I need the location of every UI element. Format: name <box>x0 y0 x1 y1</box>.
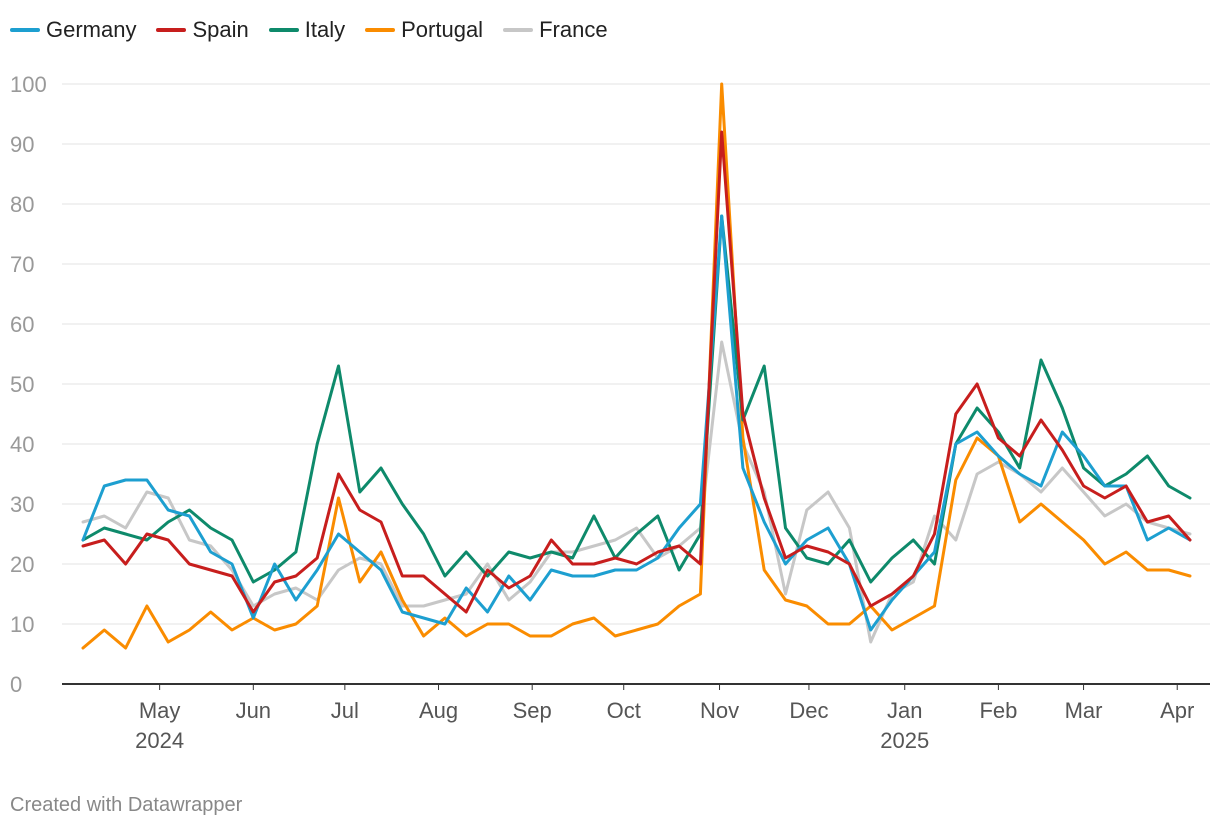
series-line-germany <box>81 214 1192 632</box>
y-tick-label: 0 <box>10 672 22 697</box>
legend-item-portugal: Portugal <box>365 17 483 43</box>
legend-label: Spain <box>192 17 249 42</box>
y-tick-label: 100 <box>10 72 47 97</box>
y-axis-ticks: 0 10 20 30 40 50 60 70 80 90 100 <box>10 72 47 697</box>
series-line-spain <box>81 130 1192 614</box>
x-tick-label: Jul <box>331 698 359 723</box>
legend-swatch <box>365 28 396 32</box>
y-tick-label: 10 <box>10 612 34 637</box>
y-tick-label: 70 <box>10 252 34 277</box>
legend-swatch <box>156 28 187 32</box>
legend-label: Portugal <box>401 17 484 42</box>
x-tick-label: May <box>139 698 181 723</box>
legend-swatch <box>10 28 40 32</box>
y-tick-label: 40 <box>10 432 34 457</box>
series-lines <box>81 82 1192 650</box>
x-tick-year-label: 2024 <box>135 728 184 753</box>
legend-swatch <box>503 28 534 32</box>
series-line-portugal <box>81 82 1192 650</box>
x-tick-label: Mar <box>1065 698 1103 723</box>
legend-label: Italy <box>304 17 346 42</box>
x-tick-label: Dec <box>789 698 828 723</box>
footer-credit: Created with Datawrapper <box>10 794 243 816</box>
y-tick-label: 50 <box>10 372 34 397</box>
legend: Germany Spain Italy Portugal France <box>10 14 628 46</box>
y-tick-label: 60 <box>10 312 34 337</box>
legend-item-spain: Spain <box>156 17 249 43</box>
legend-label: Germany <box>46 17 137 42</box>
series-line-france <box>81 340 1192 644</box>
legend-label: France <box>539 17 608 42</box>
legend-swatch <box>268 28 299 32</box>
legend-item-italy: Italy <box>268 17 346 43</box>
legend-item-germany: Germany <box>10 17 136 43</box>
x-tick-label: Sep <box>513 698 552 723</box>
x-tick-label: Aug <box>419 698 458 723</box>
x-tick-label: Apr <box>1160 698 1194 723</box>
y-tick-label: 20 <box>10 552 34 577</box>
x-tick-label: Feb <box>979 698 1017 723</box>
y-tick-label: 80 <box>10 192 34 217</box>
x-axis-ticks: May 2024 Jun Jul Aug Sep Oct Nov Dec Jan 2025 Feb Ma… <box>135 684 1194 753</box>
x-tick-year-label: 2025 <box>880 728 929 753</box>
legend-item-france: France <box>503 17 608 43</box>
gridlines <box>62 83 1210 625</box>
x-tick-label: Jan <box>887 698 922 723</box>
x-tick-label: Oct <box>607 698 641 723</box>
y-tick-label: 30 <box>10 492 34 517</box>
x-tick-label: Nov <box>700 698 739 723</box>
x-tick-label: Jun <box>236 698 271 723</box>
y-tick-label: 90 <box>10 132 34 157</box>
